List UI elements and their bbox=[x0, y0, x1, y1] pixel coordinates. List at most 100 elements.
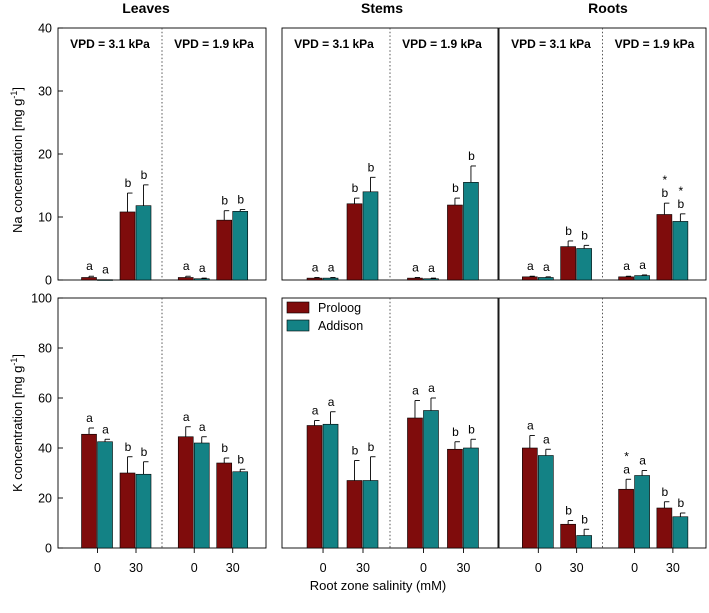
y-tick-label: 40 bbox=[38, 22, 52, 36]
y-tick-label: 10 bbox=[38, 211, 52, 225]
significance-letter: a bbox=[86, 411, 93, 425]
x-axis-label: Root zone salinity (mM) bbox=[310, 578, 447, 593]
significance-star: * bbox=[663, 173, 668, 187]
significance-letter: b bbox=[662, 485, 669, 499]
y-tick-label: 80 bbox=[38, 342, 52, 356]
x-tick-label: 0 bbox=[631, 561, 638, 575]
k-ylabel-text: K concentration [mg g bbox=[10, 366, 25, 492]
x-tick-label: 30 bbox=[226, 561, 240, 575]
x-tick-label: 30 bbox=[129, 561, 143, 575]
significance-letter: b bbox=[125, 440, 132, 454]
na-ylabel: Na concentration [mg g-1] bbox=[9, 87, 25, 233]
significance-letter: a bbox=[428, 381, 435, 395]
y-tick-label: 100 bbox=[31, 292, 52, 306]
bar-proloog bbox=[346, 480, 363, 549]
bar-proloog bbox=[81, 277, 97, 281]
significance-letter: b bbox=[678, 197, 685, 211]
significance-letter: b bbox=[352, 444, 359, 458]
bar-addison bbox=[463, 447, 479, 549]
vpd-label: VPD = 3.1 kPa bbox=[294, 37, 374, 51]
title-leaves: Leaves bbox=[122, 0, 170, 16]
bar-addison bbox=[97, 279, 113, 281]
significance-letter: a bbox=[623, 462, 630, 476]
bar-addison bbox=[322, 277, 339, 281]
significance-star: * bbox=[679, 184, 684, 198]
bar-proloog bbox=[522, 447, 538, 549]
significance-letter: a bbox=[328, 395, 335, 409]
legend-swatch-proloog bbox=[286, 301, 310, 314]
bar-addison bbox=[232, 471, 249, 549]
significance-letter: a bbox=[102, 422, 109, 436]
significance-letter: b bbox=[581, 512, 588, 526]
na-ylabel-sup: -1 bbox=[9, 91, 19, 99]
vpd-label: VPD = 3.1 kPa bbox=[70, 37, 150, 51]
significance-letter: a bbox=[183, 410, 190, 424]
bar-addison bbox=[193, 442, 210, 549]
significance-letter: b bbox=[141, 168, 148, 182]
bar-addison bbox=[322, 423, 339, 549]
significance-letter: b bbox=[581, 228, 588, 242]
significance-letter: b bbox=[565, 224, 572, 238]
bar-addison bbox=[97, 441, 113, 549]
bar-proloog bbox=[656, 214, 673, 281]
bar-proloog bbox=[119, 472, 136, 549]
vpd-label: VPD = 1.9 kPa bbox=[615, 37, 695, 51]
significance-letter: a bbox=[527, 419, 534, 433]
significance-letter: b bbox=[452, 425, 459, 439]
significance-letter: a bbox=[412, 384, 419, 398]
legend: Proloog Addison bbox=[286, 301, 363, 333]
significance-letter: a bbox=[543, 260, 550, 274]
bar-addison bbox=[232, 211, 249, 281]
x-tick-label: 0 bbox=[320, 561, 327, 575]
significance-letter: a bbox=[328, 260, 335, 274]
bar-proloog bbox=[216, 462, 233, 549]
significance-letter: b bbox=[125, 176, 132, 190]
significance-letter: b bbox=[565, 504, 572, 518]
x-tick-label: 0 bbox=[420, 561, 427, 575]
bar-proloog bbox=[560, 246, 576, 281]
y-tick-label: 60 bbox=[38, 392, 52, 406]
y-tick-label: 20 bbox=[38, 492, 52, 506]
significance-letter: a bbox=[312, 260, 319, 274]
bar-proloog bbox=[560, 523, 576, 549]
bar-proloog bbox=[447, 204, 463, 281]
x-tick-label: 30 bbox=[570, 561, 584, 575]
bar-addison bbox=[538, 455, 554, 549]
x-tick-label: 0 bbox=[191, 561, 198, 575]
significance-letter: b bbox=[468, 149, 475, 163]
significance-letter: a bbox=[639, 454, 646, 468]
significance-letter: b bbox=[452, 181, 459, 195]
panel-stems: aab b0 30a ab b0 30 bbox=[281, 297, 499, 575]
x-tick-label: 30 bbox=[456, 561, 470, 575]
significance-star: * bbox=[624, 449, 629, 463]
bar-addison bbox=[672, 221, 689, 281]
significance-letter: b bbox=[352, 181, 359, 195]
vpd-label: VPD = 1.9 kPa bbox=[402, 37, 482, 51]
significance-letter: a bbox=[86, 259, 93, 273]
bar-proloog bbox=[177, 436, 194, 549]
significance-letter: b bbox=[221, 441, 228, 455]
significance-letter: a bbox=[527, 259, 534, 273]
bar-proloog bbox=[177, 277, 194, 281]
significance-letter: b bbox=[237, 192, 244, 206]
significance-letter: a bbox=[412, 260, 419, 274]
significance-letter: a bbox=[543, 432, 550, 446]
significance-letter: b bbox=[368, 440, 375, 454]
bar-addison bbox=[362, 480, 379, 549]
bar-proloog bbox=[618, 276, 634, 281]
bar-proloog bbox=[522, 276, 538, 281]
x-tick-label: 30 bbox=[356, 561, 370, 575]
significance-letter: a bbox=[623, 259, 630, 273]
na-ylabel-close: ] bbox=[10, 87, 25, 91]
y-tick-label: 0 bbox=[45, 542, 52, 556]
bar-addison bbox=[672, 516, 689, 549]
significance-letter: b bbox=[141, 445, 148, 459]
y-tick-label: 30 bbox=[38, 85, 52, 99]
k-ylabel-close: ] bbox=[10, 354, 25, 358]
bar-proloog bbox=[216, 219, 233, 281]
column-titles: Leaves Stems Roots bbox=[122, 0, 628, 16]
